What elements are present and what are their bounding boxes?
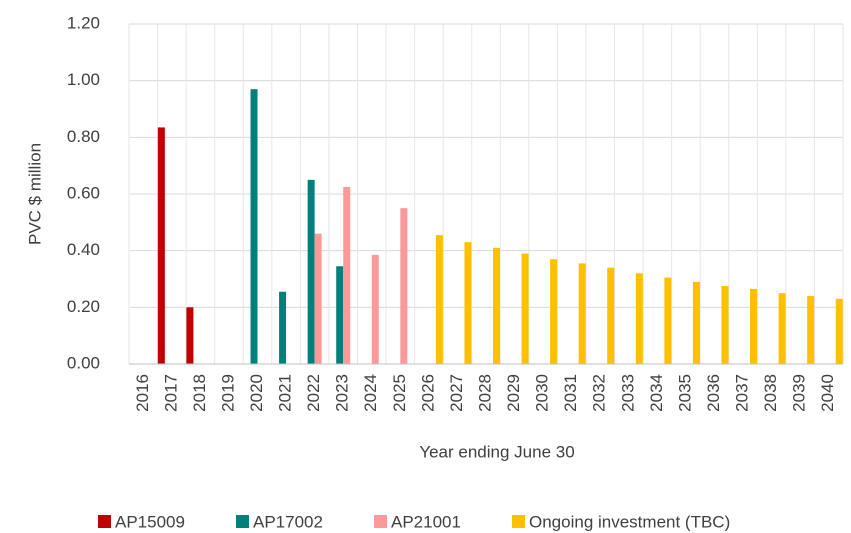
x-tick-label: 2017 — [161, 374, 180, 412]
legend-swatch — [98, 515, 111, 528]
legend-label: AP21001 — [391, 512, 461, 531]
x-tick-label: 2025 — [390, 374, 409, 412]
x-tick-label: 2026 — [418, 374, 437, 412]
x-tick-label: 2038 — [761, 374, 780, 412]
x-tick-label: 2032 — [590, 374, 609, 412]
legend-label: AP15009 — [115, 512, 185, 531]
x-tick-label: 2019 — [218, 374, 237, 412]
x-tick-label: 2021 — [276, 374, 295, 412]
bar — [550, 259, 558, 364]
y-tick-label: 1.20 — [67, 13, 100, 32]
x-axis-label: Year ending June 30 — [419, 442, 574, 461]
y-tick-label: 0.40 — [67, 240, 100, 259]
bar — [835, 298, 843, 364]
bar — [336, 266, 344, 364]
bar — [157, 127, 165, 365]
x-tick-label: 2029 — [504, 374, 523, 412]
bar — [692, 281, 700, 364]
bar — [314, 233, 322, 364]
legend-swatch — [236, 515, 249, 528]
x-tick-label: 2039 — [790, 374, 809, 412]
legend-swatch — [374, 515, 387, 528]
bar — [664, 277, 672, 364]
y-tick-label: 0.80 — [67, 127, 100, 146]
bar — [578, 263, 586, 364]
x-tick-label: 2033 — [618, 374, 637, 412]
bar — [464, 242, 472, 364]
bar — [435, 235, 443, 364]
bar — [307, 179, 315, 364]
x-tick-label: 2016 — [133, 374, 152, 412]
bar — [250, 89, 258, 365]
bar — [607, 267, 615, 364]
bar — [371, 254, 379, 364]
y-tick-label: 0.60 — [67, 183, 100, 202]
bar — [279, 291, 287, 364]
x-tick-label: 2030 — [533, 374, 552, 412]
bar — [778, 293, 786, 364]
bar — [750, 288, 758, 364]
x-tick-label: 2018 — [190, 374, 209, 412]
x-tick-label: 2027 — [447, 374, 466, 412]
x-tick-label: 2028 — [475, 374, 494, 412]
x-tick-label: 2023 — [333, 374, 352, 412]
x-tick-label: 2022 — [304, 374, 323, 412]
y-tick-label: 0.00 — [67, 353, 100, 372]
legend-label: Ongoing investment (TBC) — [529, 512, 730, 531]
bar — [493, 247, 500, 364]
bar — [807, 296, 815, 364]
y-axis-label: PVC $ million — [25, 143, 44, 245]
x-tick-label: 2037 — [733, 374, 752, 412]
bar — [635, 273, 643, 364]
bar — [400, 208, 408, 364]
x-tick-label: 2031 — [561, 374, 580, 412]
bar — [521, 253, 529, 364]
y-tick-label: 1.00 — [67, 70, 100, 89]
x-tick-label: 2034 — [647, 374, 666, 412]
x-tick-label: 2036 — [704, 374, 723, 412]
bar — [721, 286, 729, 364]
legend-swatch — [512, 515, 525, 528]
x-tick-label: 2040 — [818, 374, 837, 412]
bar — [343, 186, 351, 364]
y-tick-label: 0.20 — [67, 297, 100, 316]
x-tick-label: 2035 — [675, 374, 694, 412]
x-tick-label: 2024 — [361, 374, 380, 412]
x-tick-label: 2020 — [247, 374, 266, 412]
bar — [186, 307, 194, 364]
legend-label: AP17002 — [253, 512, 323, 531]
